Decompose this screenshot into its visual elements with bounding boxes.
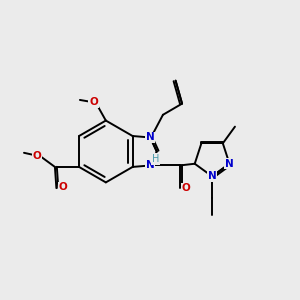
Text: O: O xyxy=(182,183,190,194)
Text: N: N xyxy=(208,171,217,182)
Text: N: N xyxy=(225,159,234,169)
Text: O: O xyxy=(33,151,42,161)
Text: O: O xyxy=(58,182,67,192)
Text: N: N xyxy=(146,133,154,142)
Text: H: H xyxy=(152,154,159,164)
Text: O: O xyxy=(89,97,98,107)
Text: N: N xyxy=(146,160,154,170)
